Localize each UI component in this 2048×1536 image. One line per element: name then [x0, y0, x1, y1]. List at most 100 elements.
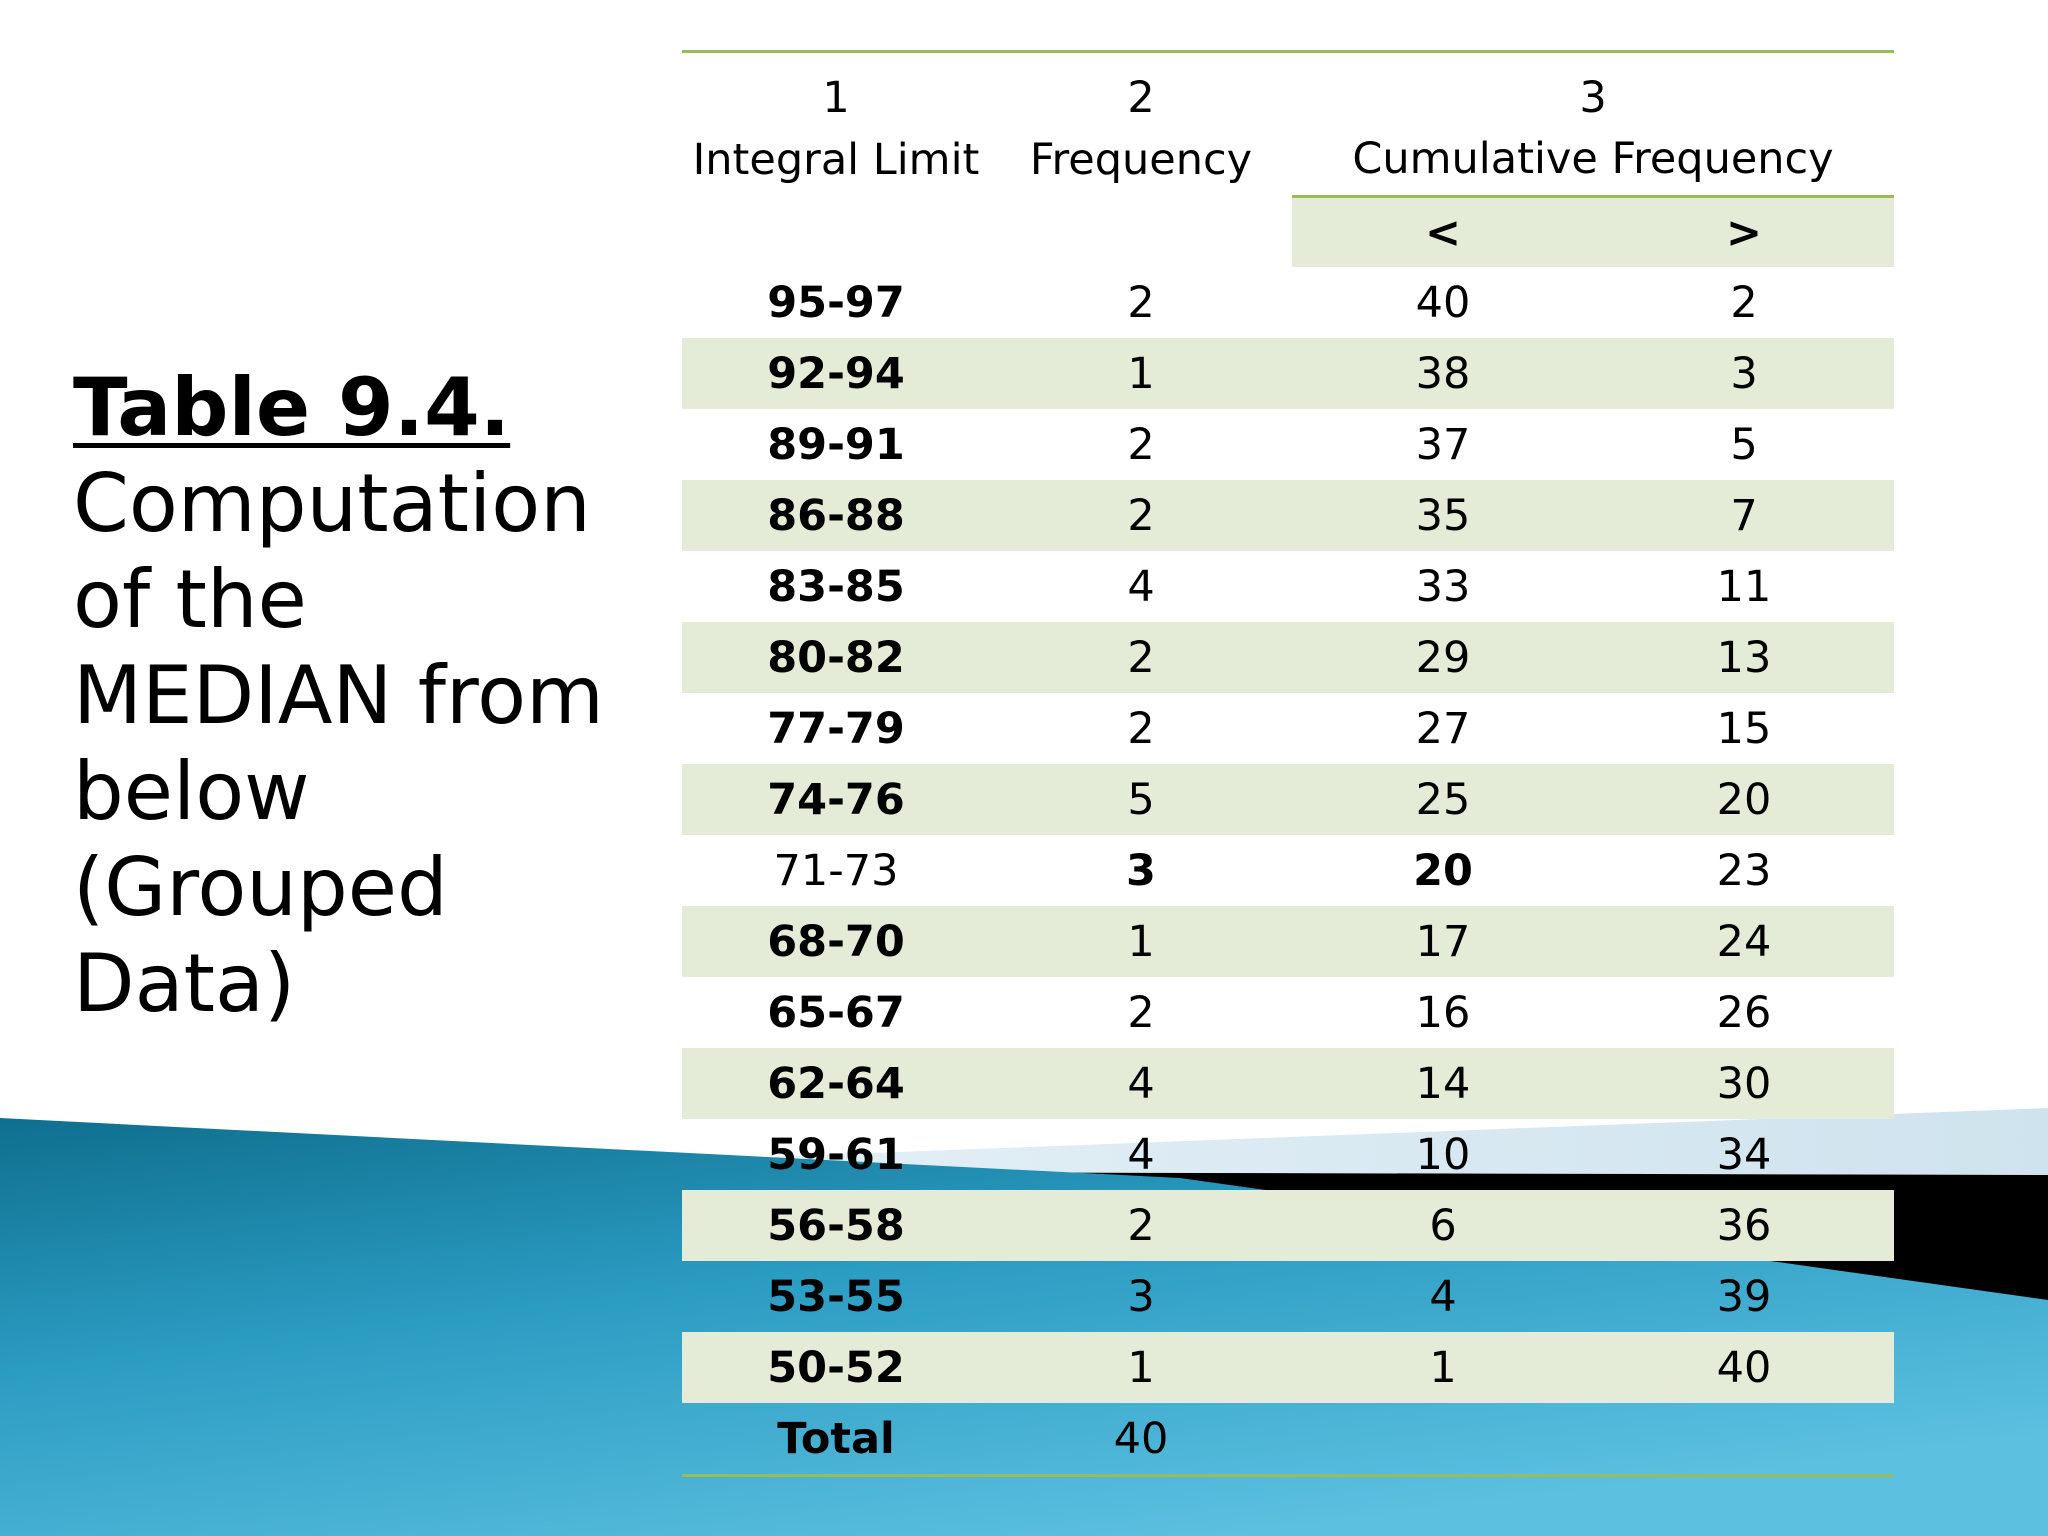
interval-cell: 86-88: [682, 480, 990, 551]
sub-header-row: < >: [682, 196, 1895, 268]
cf-less-cell: 17: [1292, 906, 1594, 977]
cf-less-cell: 35: [1292, 480, 1594, 551]
cf-greater-cell: 26: [1716, 987, 1772, 1038]
cf-greater-cell: 34: [1716, 1129, 1772, 1180]
cf-less-cell: 25: [1292, 764, 1594, 835]
teal-wave-shape: [0, 1118, 2048, 1536]
table-row: 53-55 3 4 39: [682, 1261, 1894, 1332]
frequency-cell: 2: [1127, 277, 1155, 328]
median-computation-table: 1 2 3 Integral Limit Frequency Cumulativ…: [682, 50, 1895, 1477]
interval-cell: 68-70: [682, 906, 990, 977]
column-number: 1: [822, 73, 850, 123]
table-row: 50-52 1 1 40: [682, 1332, 1895, 1403]
column-number: 2: [1127, 73, 1155, 123]
interval-cell: 65-67: [767, 987, 905, 1038]
cf-less-cell: 37: [1415, 419, 1471, 470]
sub-header-less-than: <: [1292, 196, 1594, 267]
interval-cell: 77-79: [767, 703, 905, 754]
frequency-cell: 3: [1127, 1271, 1155, 1322]
title-line: Computation: [73, 457, 591, 550]
cf-greater-cell: 20: [1594, 764, 1895, 835]
title-line: (Grouped: [73, 841, 448, 934]
empty-cell: [1594, 1403, 1894, 1476]
table-row: 92-94 1 38 3: [682, 338, 1895, 409]
frequency-cell: 1: [990, 906, 1292, 977]
cf-less-cell: 20: [1413, 845, 1473, 896]
frequency-cell: 4: [1127, 561, 1155, 612]
frequency-cell: 1: [990, 1332, 1292, 1403]
cf-greater-cell: 30: [1594, 1048, 1895, 1119]
title-line: MEDIAN from: [73, 649, 604, 742]
cf-greater-cell: 7: [1594, 480, 1895, 551]
title-line: of the: [73, 553, 307, 646]
interval-cell: 71-73: [773, 845, 899, 896]
frequency-cell: 4: [990, 1048, 1292, 1119]
cf-less-cell: 1: [1292, 1332, 1594, 1403]
interval-cell: 62-64: [682, 1048, 990, 1119]
cf-greater-cell: 23: [1716, 845, 1772, 896]
frequency-cell: 2: [1127, 703, 1155, 754]
interval-cell: 53-55: [767, 1271, 905, 1322]
cf-less-cell: 40: [1415, 277, 1471, 328]
cf-greater-cell: 15: [1716, 703, 1772, 754]
cf-less-cell: 16: [1415, 987, 1471, 1038]
column-header-integral-limit: Integral Limit: [692, 134, 980, 185]
frequency-cell: 2: [990, 622, 1292, 693]
empty-cell: [990, 197, 1292, 268]
frequency-cell: 2: [1127, 987, 1155, 1038]
frequency-cell: 5: [990, 764, 1292, 835]
median-class-row: 71-73 3 20 23: [682, 835, 1894, 906]
frequency-cell: 2: [1127, 419, 1155, 470]
interval-cell: 50-52: [682, 1332, 990, 1403]
frequency-cell: 1: [990, 338, 1292, 409]
cf-greater-cell: 13: [1594, 622, 1895, 693]
column-header-cumulative-frequency: Cumulative Frequency: [1292, 123, 1895, 198]
interval-cell: 92-94: [682, 338, 990, 409]
interval-cell: 74-76: [682, 764, 990, 835]
table-row: 56-58 2 6 36: [682, 1190, 1895, 1261]
empty-cell: [682, 197, 990, 268]
cf-greater-cell: 36: [1594, 1190, 1895, 1261]
title-line: below: [73, 745, 310, 838]
interval-cell: 89-91: [767, 419, 905, 470]
interval-cell: 59-61: [767, 1129, 905, 1180]
total-row: Total 40: [682, 1403, 1894, 1476]
slide-title: Table 9.4. Computation of the MEDIAN fro…: [73, 360, 633, 1032]
table-row: 68-70 1 17 24: [682, 906, 1895, 977]
cf-less-cell: 27: [1415, 703, 1471, 754]
cf-less-cell: 10: [1415, 1129, 1471, 1180]
cf-less-cell: 33: [1415, 561, 1471, 612]
table-row: 86-88 2 35 7: [682, 480, 1895, 551]
frequency-cell: 2: [990, 1190, 1292, 1261]
cf-less-cell: 14: [1292, 1048, 1594, 1119]
column-header-frequency: Frequency: [1029, 134, 1253, 185]
title-line: Data): [73, 937, 296, 1030]
total-value: 40: [1113, 1413, 1169, 1464]
cf-greater-cell: 24: [1594, 906, 1895, 977]
cf-greater-cell: 40: [1594, 1332, 1895, 1403]
table-row: 89-91 2 37 5: [682, 409, 1894, 480]
cf-greater-cell: 11: [1716, 561, 1772, 612]
frequency-cell: 4: [1127, 1129, 1155, 1180]
cf-less-cell: 4: [1429, 1271, 1457, 1322]
interval-cell: 95-97: [767, 277, 905, 328]
column-number-row: 1 2 3: [682, 52, 1894, 123]
interval-cell: 56-58: [682, 1190, 990, 1261]
cf-greater-cell: 3: [1594, 338, 1895, 409]
cf-less-cell: 29: [1292, 622, 1594, 693]
cf-less-cell: 6: [1292, 1190, 1594, 1261]
table-row: 83-85 4 33 11: [682, 551, 1894, 622]
table-row: 77-79 2 27 15: [682, 693, 1894, 764]
interval-cell: 83-85: [767, 561, 905, 612]
table-number-heading: Table 9.4.: [73, 361, 511, 454]
cf-greater-cell: 5: [1730, 419, 1758, 470]
empty-cell: [1292, 1403, 1594, 1476]
cf-less-cell: 38: [1292, 338, 1594, 409]
table-row: 74-76 5 25 20: [682, 764, 1895, 835]
table-row: 59-61 4 10 34: [682, 1119, 1894, 1190]
table-row: 62-64 4 14 30: [682, 1048, 1895, 1119]
total-label: Total: [777, 1413, 895, 1464]
frequency-cell: 3: [1126, 845, 1156, 896]
interval-cell: 80-82: [682, 622, 990, 693]
table-row: 80-82 2 29 13: [682, 622, 1895, 693]
